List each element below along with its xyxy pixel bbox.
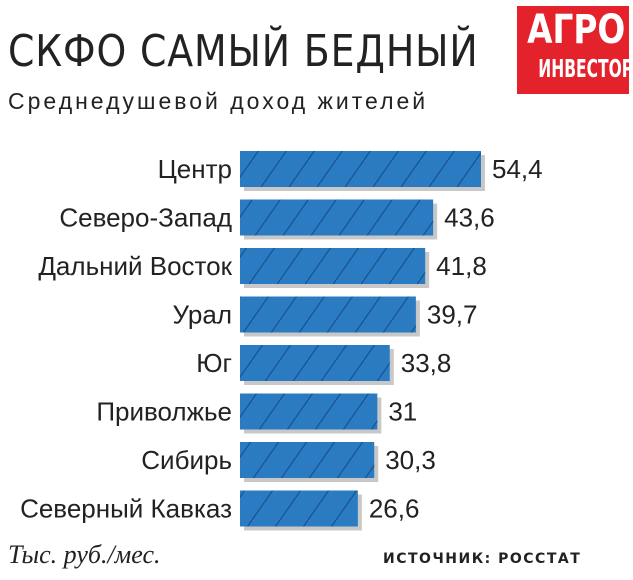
source-label: ИСТОЧНИК: РОССТАТ bbox=[383, 551, 582, 567]
category-label: Северный Кавказ bbox=[20, 494, 232, 524]
bar-hatch bbox=[240, 199, 434, 236]
category-label: Северо-Запад bbox=[59, 203, 232, 233]
category-label: Центр bbox=[158, 154, 232, 184]
bar-hatch bbox=[240, 442, 375, 478]
agroinvestor-logo: АГРО ИНВЕСТОР bbox=[517, 6, 629, 94]
value-label: 33,8 bbox=[401, 348, 452, 378]
bar-hatch bbox=[240, 490, 358, 527]
bar-hatch bbox=[240, 248, 426, 284]
logo-line-1: АГРО bbox=[527, 7, 626, 53]
bar-hatch bbox=[240, 296, 416, 333]
value-label: 54,4 bbox=[492, 154, 543, 184]
value-label: 43,6 bbox=[444, 203, 495, 233]
bar-hatch bbox=[240, 345, 390, 381]
bar-hatch bbox=[240, 151, 481, 187]
value-label: 31 bbox=[388, 397, 417, 427]
bar-hatch bbox=[240, 393, 378, 430]
value-label: 41,8 bbox=[436, 251, 487, 281]
value-label: 39,7 bbox=[427, 300, 478, 330]
category-label: Сибирь bbox=[141, 445, 232, 475]
category-label: Юг bbox=[196, 348, 232, 378]
unit-label: Тыс. руб./мес. bbox=[8, 540, 161, 569]
value-label: 26,6 bbox=[369, 494, 420, 524]
category-label: Дальний Восток bbox=[38, 251, 232, 281]
value-label: 30,3 bbox=[385, 445, 436, 475]
chart-title: СКФО САМЫЙ БЕДНЫЙ bbox=[8, 26, 479, 77]
chart-subtitle: Среднедушевой доход жителей bbox=[8, 88, 429, 114]
category-label: Урал bbox=[173, 300, 232, 330]
category-label: Приволжье bbox=[96, 397, 232, 427]
